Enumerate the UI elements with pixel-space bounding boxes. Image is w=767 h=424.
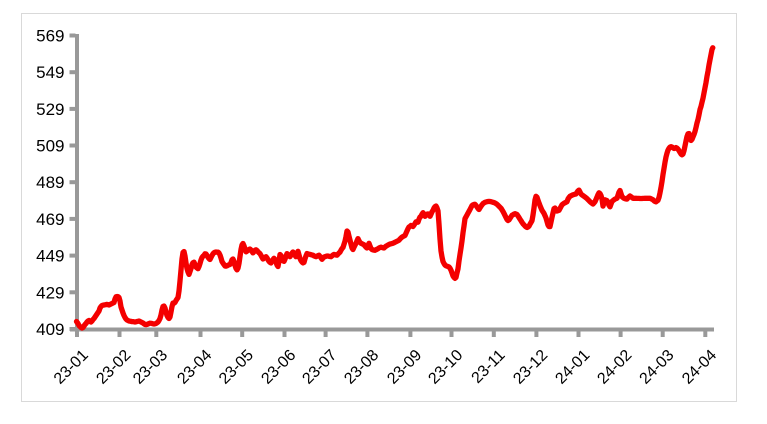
svg-text:23-01: 23-01 bbox=[51, 347, 92, 388]
svg-text:409: 409 bbox=[36, 320, 64, 339]
svg-text:549: 549 bbox=[36, 63, 64, 82]
svg-text:489: 489 bbox=[36, 173, 64, 192]
svg-text:23-07: 23-07 bbox=[299, 347, 340, 388]
svg-text:449: 449 bbox=[36, 247, 64, 266]
svg-text:23-12: 23-12 bbox=[510, 347, 551, 388]
svg-text:24-03: 24-03 bbox=[637, 347, 678, 388]
svg-text:23-08: 23-08 bbox=[341, 347, 382, 388]
svg-text:23-10: 23-10 bbox=[425, 347, 466, 388]
svg-text:24-02: 24-02 bbox=[594, 347, 635, 388]
svg-text:23-06: 23-06 bbox=[258, 347, 299, 388]
svg-text:23-05: 23-05 bbox=[216, 347, 257, 388]
svg-text:24-01: 24-01 bbox=[552, 347, 593, 388]
svg-text:23-03: 23-03 bbox=[130, 347, 171, 388]
svg-text:24-04: 24-04 bbox=[679, 347, 720, 388]
svg-text:469: 469 bbox=[36, 210, 64, 229]
svg-text:529: 529 bbox=[36, 100, 64, 119]
svg-text:509: 509 bbox=[36, 137, 64, 156]
svg-text:23-02: 23-02 bbox=[93, 347, 134, 388]
svg-text:23-11: 23-11 bbox=[469, 347, 509, 387]
svg-text:429: 429 bbox=[36, 283, 64, 302]
svg-text:23-09: 23-09 bbox=[384, 347, 425, 388]
svg-text:569: 569 bbox=[36, 27, 64, 46]
svg-text:23-04: 23-04 bbox=[174, 347, 215, 388]
